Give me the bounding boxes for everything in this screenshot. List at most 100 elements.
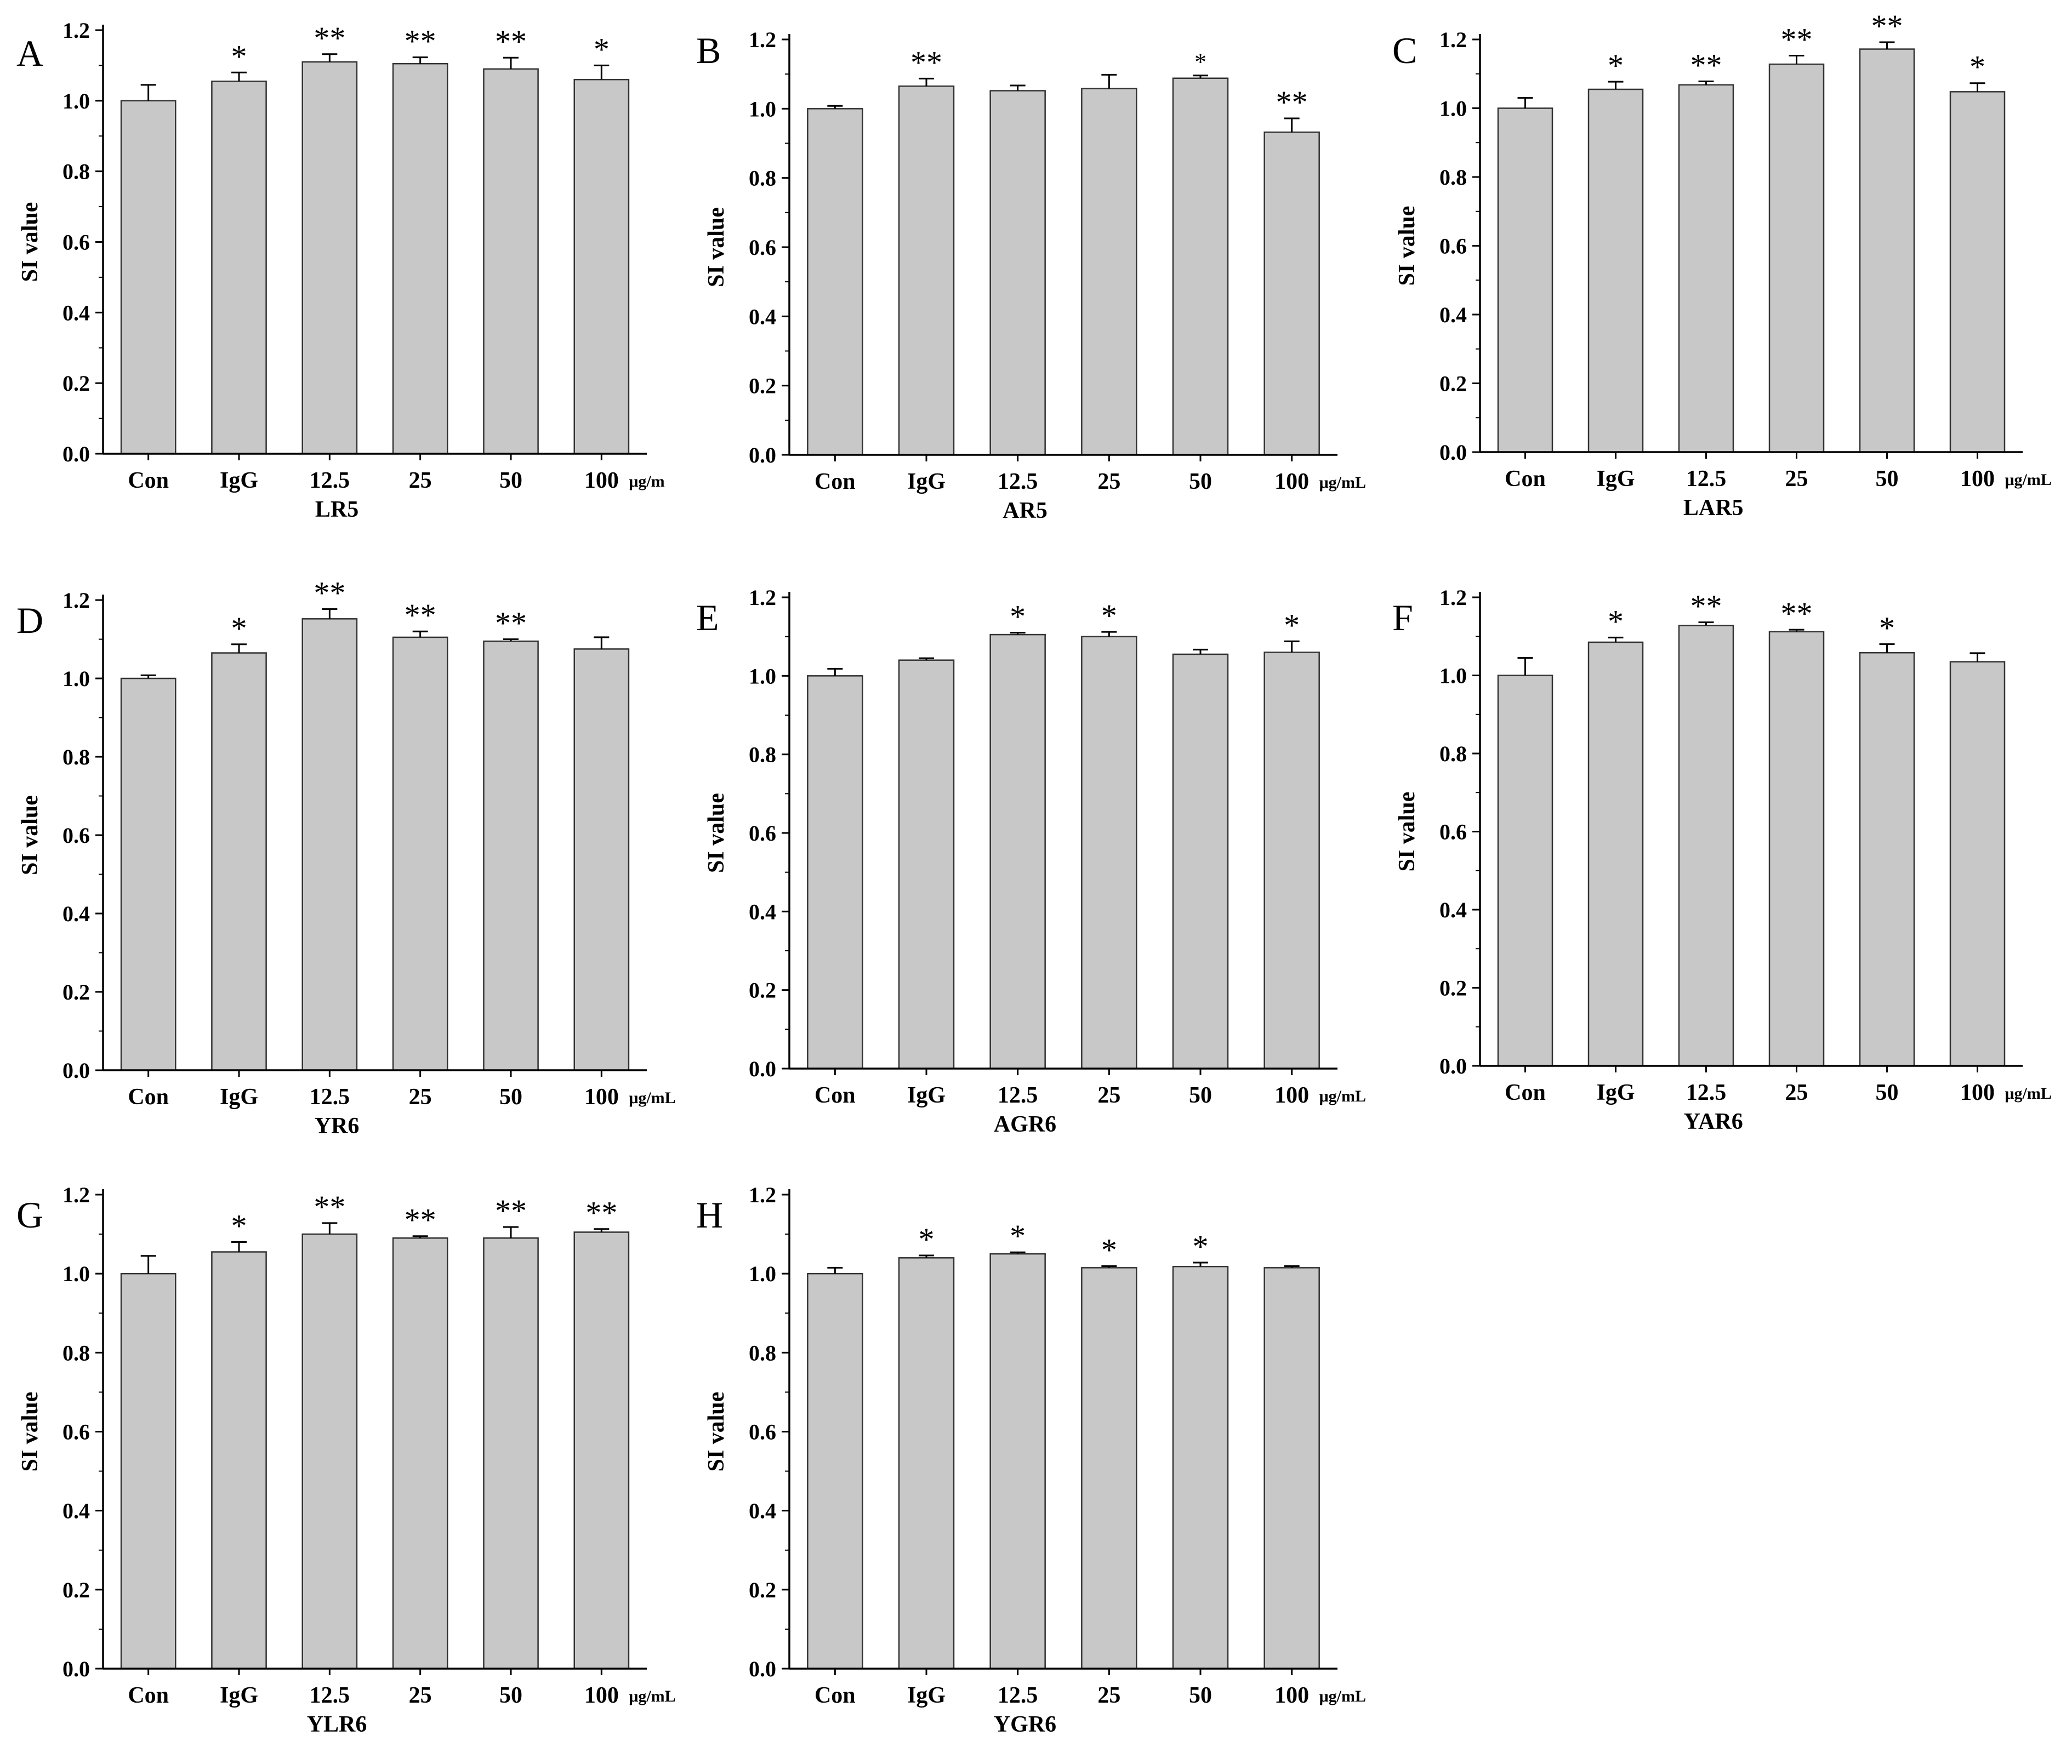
chart-panel-b: B 0.0 0.2 0.4 0.6 0.8 1.0 1.2 SI value Con ** IgG 12… bbox=[696, 27, 1366, 523]
significance-marker: ** bbox=[1276, 84, 1308, 120]
x-tick-label: 100 bbox=[1274, 1683, 1309, 1708]
y-tick-label: 0.0 bbox=[749, 1057, 776, 1081]
bar-e-5 bbox=[1263, 652, 1320, 1070]
significance-marker: ** bbox=[314, 20, 345, 56]
significance-marker: ** bbox=[405, 24, 436, 59]
y-tick-label: 0.8 bbox=[749, 1340, 776, 1365]
y-tick-label: 0.8 bbox=[62, 745, 90, 769]
x-tick-label: 12.5 bbox=[310, 468, 350, 493]
y-tick-label: 1.2 bbox=[1439, 27, 1467, 52]
y-tick-label: 1.0 bbox=[749, 1261, 776, 1286]
bar-g-4 bbox=[483, 1237, 539, 1670]
significance-marker: * bbox=[231, 610, 247, 646]
bar-h-3 bbox=[1081, 1267, 1137, 1670]
y-axis-label: SI value bbox=[704, 793, 729, 873]
y-tick-label: 0.6 bbox=[749, 1420, 776, 1445]
x-tick-label: 100 bbox=[1274, 1083, 1309, 1108]
bar-e-4 bbox=[1172, 653, 1229, 1070]
y-tick-label: 0.4 bbox=[62, 1499, 90, 1523]
x-tick-label: 50 bbox=[499, 468, 522, 493]
x-tick-label: 25 bbox=[1097, 1683, 1120, 1708]
x-tick-label: 50 bbox=[1189, 469, 1212, 494]
bar-f-5 bbox=[1949, 661, 2006, 1067]
bar-e-1 bbox=[898, 659, 955, 1070]
x-tick-label: 100 bbox=[1274, 469, 1309, 494]
y-tick-label: 1.2 bbox=[62, 1183, 90, 1207]
bar-b-5 bbox=[1263, 132, 1320, 456]
y-tick-label: 0.6 bbox=[62, 823, 90, 848]
x-tick-label: Con bbox=[128, 1683, 169, 1708]
y-tick-label: 0.2 bbox=[749, 1578, 776, 1602]
bar-h-0 bbox=[807, 1272, 863, 1670]
y-axis-label: SI value bbox=[1394, 206, 1420, 286]
bar-e-2 bbox=[989, 633, 1046, 1070]
y-tick-label: 0.2 bbox=[62, 980, 90, 1004]
y-tick-label: 0.8 bbox=[749, 743, 776, 767]
x-tick-label: 12.5 bbox=[998, 1683, 1038, 1708]
significance-marker: ** bbox=[1781, 596, 1813, 631]
panel-letter: F bbox=[1392, 597, 1413, 638]
bar-d-5 bbox=[573, 648, 630, 1071]
chart-panel-g: G 0.0 0.2 0.4 0.6 0.8 1.0 1.2 SI value Con * IgG ** 1… bbox=[16, 1183, 676, 1737]
x-axis-label: YAR6 bbox=[1684, 1109, 1743, 1134]
y-tick-label: 1.0 bbox=[62, 89, 90, 113]
x-tick-label: 50 bbox=[1876, 1080, 1899, 1105]
bar-f-3 bbox=[1768, 631, 1825, 1067]
y-tick-label: 0.2 bbox=[749, 374, 776, 398]
y-tick-label: 0.6 bbox=[1439, 234, 1467, 259]
y-tick-label: 0.6 bbox=[62, 1420, 90, 1445]
bar-g-3 bbox=[392, 1237, 448, 1670]
y-tick-label: 1.2 bbox=[1439, 585, 1467, 610]
bar-e-3 bbox=[1081, 636, 1137, 1070]
significance-marker: ** bbox=[1871, 8, 1903, 44]
y-tick-label: 1.2 bbox=[749, 585, 776, 610]
bar-f-2 bbox=[1678, 625, 1734, 1067]
x-tick-label: 100 bbox=[584, 1084, 619, 1110]
bar-c-0 bbox=[1497, 107, 1553, 453]
x-tick-label: IgG bbox=[907, 1083, 946, 1108]
y-tick-label: 0.6 bbox=[62, 230, 90, 255]
y-axis-label: SI value bbox=[18, 1392, 43, 1472]
bar-g-5 bbox=[573, 1231, 630, 1670]
y-tick-label: 1.2 bbox=[62, 18, 90, 43]
panel-letter: A bbox=[16, 32, 43, 74]
x-tick-label: IgG bbox=[220, 1084, 258, 1110]
bar-b-0 bbox=[807, 108, 863, 456]
unit-label: μg/mL bbox=[629, 1089, 675, 1107]
x-tick-label: 25 bbox=[409, 1683, 432, 1708]
y-tick-label: 0.2 bbox=[749, 978, 776, 1003]
significance-marker: ** bbox=[1690, 48, 1722, 83]
x-tick-label: 25 bbox=[1097, 1083, 1120, 1108]
x-tick-label: IgG bbox=[907, 1683, 946, 1708]
significance-marker: ** bbox=[585, 1195, 617, 1231]
y-tick-label: 0.0 bbox=[62, 1058, 90, 1083]
panel-letter: B bbox=[696, 30, 721, 71]
x-tick-label: 50 bbox=[499, 1084, 522, 1110]
x-tick-label: 25 bbox=[409, 1084, 432, 1110]
bar-h-1 bbox=[898, 1257, 955, 1670]
y-tick-label: 0.4 bbox=[749, 1499, 776, 1523]
y-tick-label: 0.4 bbox=[1439, 898, 1467, 922]
x-tick-label: 12.5 bbox=[310, 1683, 350, 1708]
y-tick-label: 0.6 bbox=[749, 235, 776, 260]
significance-marker: * bbox=[919, 1221, 935, 1257]
bar-b-2 bbox=[989, 90, 1046, 456]
chart-panel-d: D 0.0 0.2 0.4 0.6 0.8 1.0 1.2 SI value Con * IgG ** 1… bbox=[16, 575, 676, 1139]
y-axis-label: SI value bbox=[18, 202, 43, 282]
bar-a-5 bbox=[573, 78, 630, 455]
x-axis-label: LR5 bbox=[315, 497, 358, 522]
x-tick-label: 50 bbox=[1876, 466, 1899, 492]
significance-marker: * bbox=[1608, 603, 1624, 639]
significance-marker: * bbox=[1010, 1218, 1026, 1254]
y-tick-label: 0.0 bbox=[1439, 1054, 1467, 1078]
x-axis-label: YGR6 bbox=[994, 1712, 1056, 1737]
y-tick-label: 0.8 bbox=[1439, 165, 1467, 190]
panel-letter: C bbox=[1392, 30, 1417, 71]
y-tick-label: 0.8 bbox=[62, 159, 90, 184]
bar-e-0 bbox=[807, 675, 863, 1070]
x-axis-label: YLR6 bbox=[307, 1712, 367, 1737]
x-tick-label: Con bbox=[128, 1084, 169, 1110]
bar-a-3 bbox=[392, 62, 448, 455]
significance-marker: ** bbox=[314, 575, 345, 610]
panel-letter: D bbox=[16, 600, 43, 641]
